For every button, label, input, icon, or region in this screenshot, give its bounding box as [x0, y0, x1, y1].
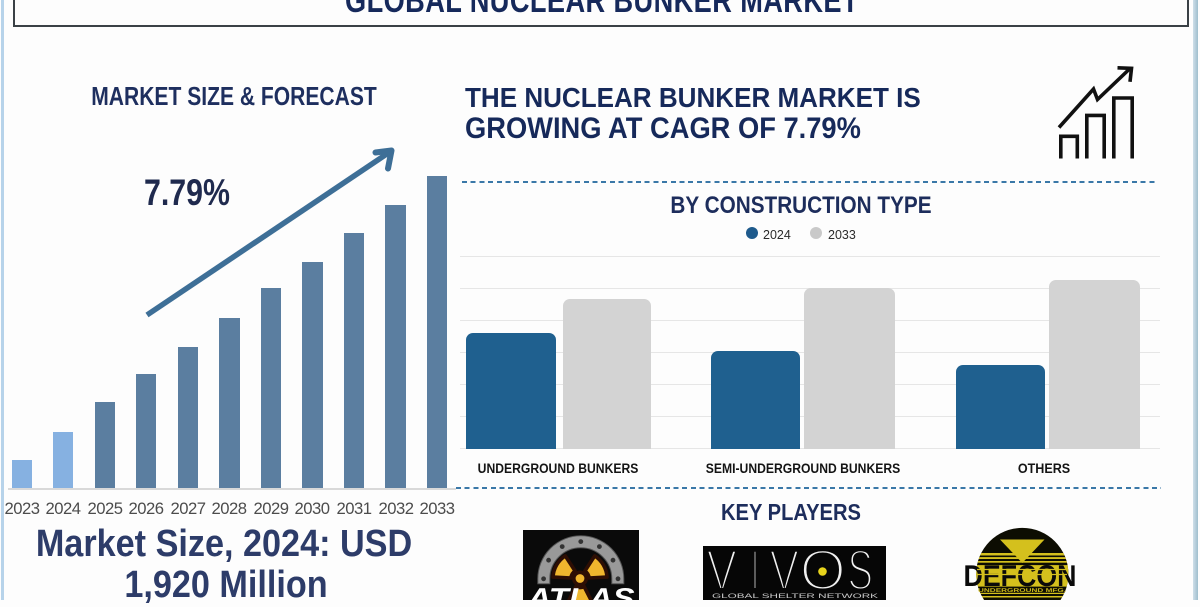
- svg-text:V: V: [770, 546, 800, 600]
- svg-text:V: V: [707, 546, 738, 600]
- svg-text:UNDERGROUND MFG.: UNDERGROUND MFG.: [978, 588, 1067, 594]
- svg-text:I: I: [753, 546, 758, 600]
- svg-text:GLOBAL SHELTER NETWORK: GLOBAL SHELTER NETWORK: [712, 593, 879, 600]
- svg-text:DEFCON: DEFCON: [964, 560, 1077, 593]
- svg-text:ATLAS: ATLAS: [526, 583, 635, 601]
- svg-text:S: S: [848, 546, 874, 600]
